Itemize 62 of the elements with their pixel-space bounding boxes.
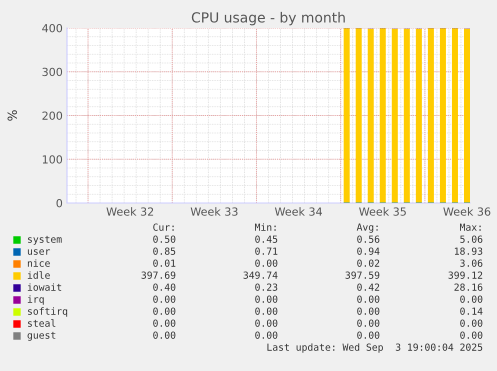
legend-label: steal bbox=[28, 319, 56, 327]
legend-label: idle bbox=[28, 271, 50, 279]
text: 28.16 bbox=[454, 283, 482, 291]
text: 3.06 bbox=[460, 259, 482, 267]
legend-label: irq bbox=[28, 295, 44, 305]
text: 5.06 bbox=[460, 235, 482, 243]
y-tick-label: 0 bbox=[56, 198, 62, 208]
text: 0.00 bbox=[357, 331, 380, 339]
legend-label: nice bbox=[28, 259, 50, 267]
text: 0.01 bbox=[153, 259, 176, 267]
text: 0.02 bbox=[357, 259, 380, 267]
text: 0.56 bbox=[357, 235, 380, 243]
text: 0.00 bbox=[153, 319, 176, 327]
text: 0.00 bbox=[255, 307, 278, 315]
legend-label: guest bbox=[28, 332, 56, 341]
text: 0.00 bbox=[255, 259, 278, 267]
text: 0.00 bbox=[357, 307, 380, 315]
text: 0.00 bbox=[255, 295, 278, 303]
text: 0.00 bbox=[357, 295, 380, 303]
legend-label: user bbox=[28, 249, 50, 255]
x-tick-label: Week 33 bbox=[190, 207, 238, 216]
text: 0.00 bbox=[153, 307, 176, 315]
text: 397.69 bbox=[142, 271, 176, 279]
text: 349.74 bbox=[244, 271, 278, 279]
text: 0.00 bbox=[255, 319, 278, 327]
text: 0.40 bbox=[153, 283, 176, 291]
text: Avg: bbox=[356, 224, 378, 233]
y-tick-label: 100 bbox=[42, 155, 62, 164]
y-axis-title: % bbox=[8, 110, 17, 121]
text: 18.93 bbox=[454, 247, 482, 255]
text: 0.50 bbox=[153, 235, 176, 243]
text: 0.00 bbox=[460, 319, 482, 327]
text: 399.12 bbox=[448, 271, 482, 279]
text: 0.00 bbox=[255, 331, 278, 339]
text: 0.00 bbox=[153, 331, 176, 339]
x-tick-label: Week 32 bbox=[106, 207, 154, 216]
x-tick-label: Week 35 bbox=[359, 207, 406, 216]
y-tick-label: 200 bbox=[42, 111, 62, 120]
x-tick-label: Week 34 bbox=[274, 207, 322, 216]
text: 0.00 bbox=[460, 295, 482, 303]
text: Cur: bbox=[153, 223, 174, 231]
text: 0.42 bbox=[357, 283, 380, 291]
y-tick-label: 400 bbox=[42, 24, 62, 32]
chart-title: CPU usage - by month bbox=[192, 12, 345, 26]
text: 0.23 bbox=[255, 283, 278, 291]
legend-label: system bbox=[28, 236, 62, 245]
text: 0.14 bbox=[460, 307, 483, 315]
text: 0.00 bbox=[357, 319, 380, 327]
x-tick-label: Week 36 bbox=[443, 207, 490, 216]
y-tick-label: 300 bbox=[42, 68, 62, 76]
text: 397.59 bbox=[346, 271, 380, 279]
legend-label: iowait bbox=[28, 283, 62, 291]
text: Last update: Wed Sep 3 19:00:04 2025 bbox=[267, 343, 482, 353]
text: 0.85 bbox=[153, 247, 176, 255]
text: 0.94 bbox=[357, 247, 380, 255]
legend-label: softirq bbox=[28, 307, 68, 317]
text: 0.45 bbox=[255, 235, 278, 243]
text: 0.00 bbox=[460, 331, 482, 339]
text: 0.71 bbox=[255, 247, 278, 255]
text: Max: bbox=[460, 224, 481, 231]
text: Min: bbox=[254, 223, 276, 231]
text: 0.00 bbox=[153, 295, 176, 303]
